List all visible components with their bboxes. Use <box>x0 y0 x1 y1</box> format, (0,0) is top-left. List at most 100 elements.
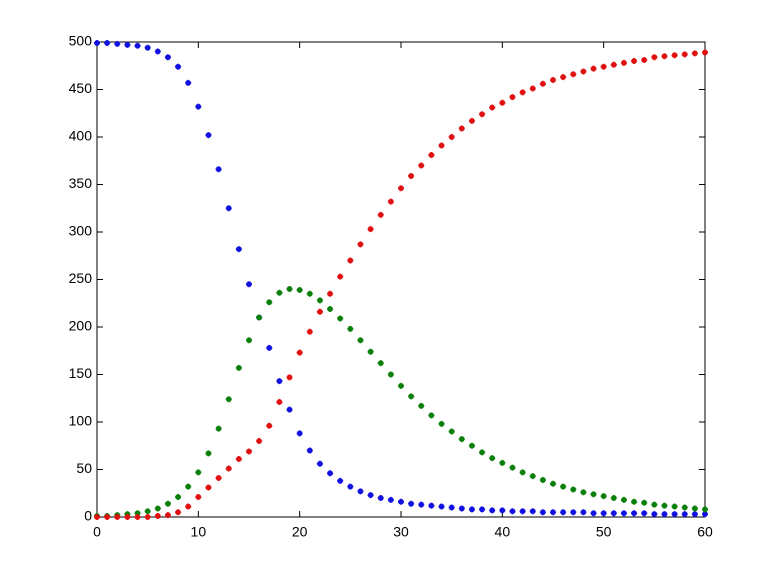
data-point <box>114 40 121 47</box>
data-point <box>468 117 475 124</box>
data-point <box>104 514 111 520</box>
data-point <box>671 52 678 59</box>
data-point <box>337 477 344 484</box>
data-point <box>428 502 435 509</box>
data-point <box>398 185 404 192</box>
data-point <box>398 382 404 389</box>
data-point <box>215 475 222 482</box>
data-point <box>458 436 465 443</box>
data-point <box>357 241 364 248</box>
data-point <box>600 63 607 70</box>
y-tick-label: 50 <box>76 460 92 476</box>
data-point <box>661 53 668 60</box>
data-point <box>590 510 597 517</box>
data-point <box>438 420 445 427</box>
data-point <box>651 511 658 518</box>
data-point <box>256 314 263 321</box>
data-point <box>489 104 496 111</box>
data-point <box>316 297 323 304</box>
data-point <box>286 374 293 381</box>
data-point <box>266 422 273 429</box>
data-point <box>570 486 577 493</box>
data-point <box>671 511 678 518</box>
data-point <box>175 63 182 70</box>
data-point <box>448 428 455 435</box>
data-point <box>205 484 212 491</box>
data-point <box>499 459 506 466</box>
data-point <box>357 488 364 495</box>
data-point <box>529 473 536 480</box>
data-point <box>479 449 486 456</box>
data-point <box>175 494 182 501</box>
data-point <box>215 166 222 173</box>
data-point <box>276 289 283 296</box>
data-point <box>529 85 536 92</box>
data-point <box>144 44 151 51</box>
data-point <box>225 205 232 212</box>
data-point <box>620 510 627 517</box>
data-point <box>641 57 648 64</box>
data-point <box>408 393 415 400</box>
data-point <box>164 512 171 519</box>
data-point <box>367 492 374 499</box>
data-point <box>347 325 354 332</box>
data-point <box>306 328 313 335</box>
data-point <box>337 273 344 280</box>
data-point <box>377 360 384 367</box>
data-point <box>408 500 415 507</box>
data-point <box>266 344 273 351</box>
data-point <box>448 134 455 140</box>
data-point <box>519 508 526 515</box>
data-point <box>681 511 688 518</box>
data-point <box>418 501 425 508</box>
data-point <box>610 510 617 517</box>
data-point <box>246 337 252 344</box>
x-tick-label: 30 <box>393 524 409 540</box>
data-point <box>276 378 283 385</box>
data-point <box>154 48 161 55</box>
data-point <box>661 502 668 509</box>
data-point <box>154 513 161 520</box>
x-tick-label: 50 <box>596 524 612 540</box>
data-point <box>550 480 556 487</box>
data-point <box>418 402 425 409</box>
data-point <box>529 508 536 515</box>
y-tick-label: 350 <box>69 175 93 191</box>
data-point <box>377 211 384 218</box>
data-point <box>580 509 587 516</box>
data-point <box>266 299 273 306</box>
data-point <box>539 476 546 483</box>
data-point <box>296 430 303 437</box>
data-point <box>681 504 688 511</box>
data-point <box>246 281 252 288</box>
data-point <box>387 371 394 378</box>
data-point <box>114 514 121 520</box>
data-point <box>590 65 597 72</box>
data-point <box>681 51 688 58</box>
data-point <box>195 494 202 501</box>
data-point <box>104 39 111 46</box>
data-point <box>195 103 202 110</box>
data-point <box>702 511 708 518</box>
data-point <box>702 49 708 56</box>
data-point <box>94 39 100 46</box>
data-point <box>286 286 293 292</box>
data-point <box>316 308 323 315</box>
data-point <box>225 465 232 472</box>
data-point <box>185 503 192 510</box>
data-point <box>124 514 131 520</box>
data-point <box>164 54 171 61</box>
data-point <box>499 99 506 106</box>
data-point <box>94 514 100 520</box>
data-point <box>418 162 425 169</box>
data-point <box>316 460 323 467</box>
data-point <box>691 511 698 518</box>
data-point <box>225 396 232 403</box>
data-point <box>175 509 182 516</box>
data-point <box>377 495 384 501</box>
x-tick-label: 40 <box>495 524 511 540</box>
y-tick-label: 450 <box>69 80 93 96</box>
data-point <box>276 399 283 406</box>
